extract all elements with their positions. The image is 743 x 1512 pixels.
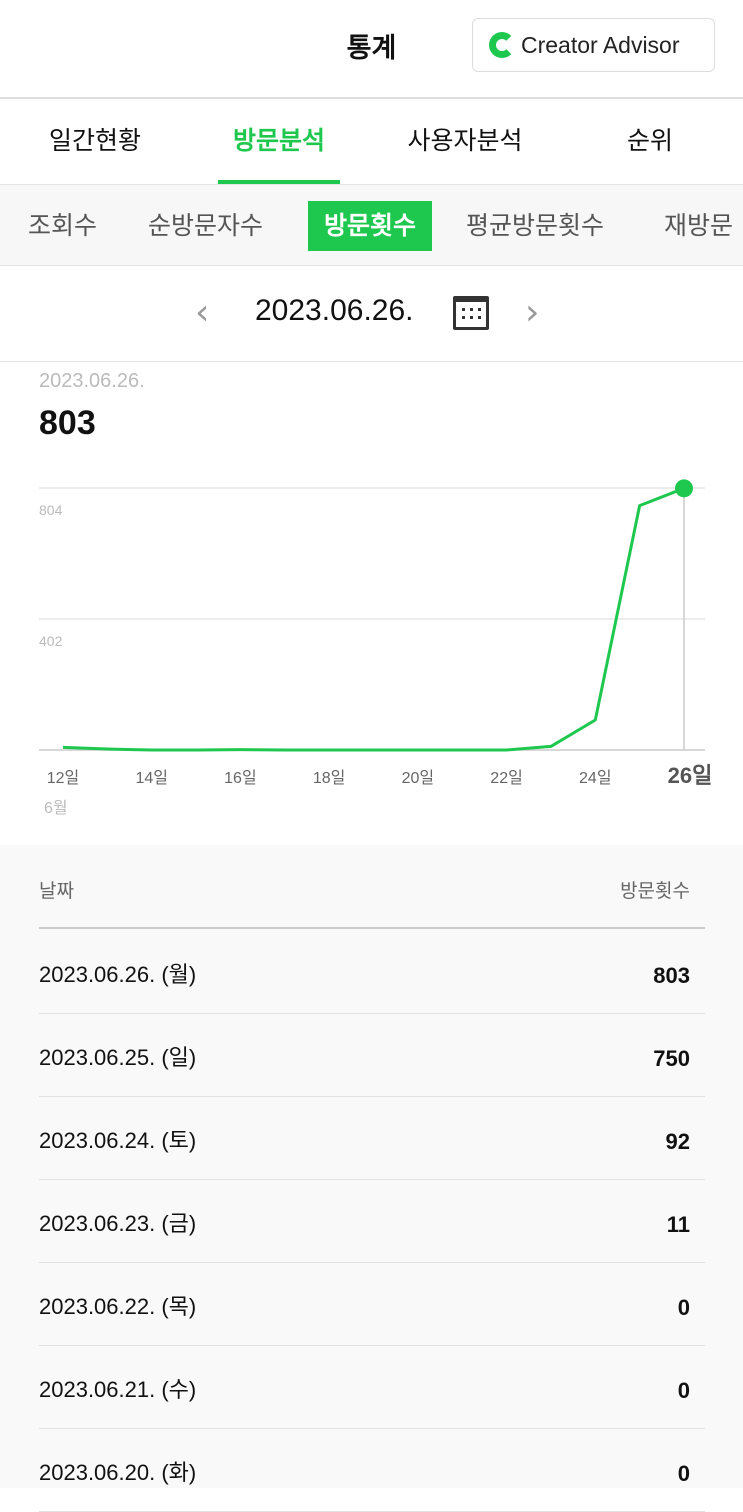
sub-tabs: 조회수 순방문자수 방문횟수 평균방문횟수 재방문 xyxy=(0,184,743,266)
table-row: 2023.06.20. (화) 0 xyxy=(39,1429,705,1512)
creator-advisor-button[interactable]: Creator Advisor xyxy=(472,18,715,72)
x-tick-label: 14일 xyxy=(135,769,168,787)
x-tick-label: 20일 xyxy=(402,769,435,787)
date-navigator: ‹ 2023.06.26. › xyxy=(0,266,743,362)
row-date: 2023.06.22. (목) xyxy=(39,1294,197,1319)
header-date: 날짜 xyxy=(39,880,74,902)
page-title: 통계 xyxy=(346,33,397,64)
table-row: 2023.06.24. (토) 92 xyxy=(39,1097,705,1180)
row-value: 0 xyxy=(677,1378,690,1403)
row-date: 2023.06.21. (수) xyxy=(39,1377,197,1402)
row-value: 803 xyxy=(653,963,690,988)
row-date: 2023.06.26. (월) xyxy=(39,962,197,987)
calendar-icon[interactable] xyxy=(453,296,489,330)
row-value: 11 xyxy=(666,1212,690,1237)
selected-date: 2023.06.26. xyxy=(39,370,145,392)
header: 통계 Creator Advisor xyxy=(0,0,743,99)
row-value: 92 xyxy=(665,1129,690,1154)
table-row: 2023.06.21. (수) 0 xyxy=(39,1346,705,1429)
current-date: 2023.06.26. xyxy=(255,294,414,327)
tab-visit-analysis[interactable]: 방문분석 xyxy=(218,99,340,184)
row-date: 2023.06.23. (금) xyxy=(39,1211,197,1236)
row-value: 0 xyxy=(677,1295,690,1320)
table-row: 2023.06.22. (목) 0 xyxy=(39,1263,705,1346)
row-date: 2023.06.25. (일) xyxy=(39,1045,197,1070)
y-tick-label: 804 xyxy=(39,502,63,518)
main-tabs: 일간현황 방문분석 사용자분석 순위 xyxy=(0,99,743,184)
row-value: 0 xyxy=(677,1461,690,1486)
creator-advisor-logo-icon xyxy=(489,32,515,58)
x-tick-label: 26일 xyxy=(668,763,713,788)
table-header: 날짜 방문횟수 xyxy=(39,845,705,929)
data-table: 날짜 방문횟수 2023.06.26. (월) 803 2023.06.25. (일)… xyxy=(0,845,743,1512)
chevron-left-icon[interactable]: ‹ xyxy=(195,292,210,333)
tab-daily[interactable]: 일간현황 xyxy=(48,126,141,155)
tab-user-analysis[interactable]: 사용자분석 xyxy=(407,126,523,155)
subtab-visits[interactable]: 방문횟수 xyxy=(308,201,432,251)
tab-rank[interactable]: 순위 xyxy=(626,126,673,155)
subtab-views[interactable]: 조회수 xyxy=(28,211,98,240)
header-visits: 방문횟수 xyxy=(620,880,690,902)
selected-value: 803 xyxy=(39,404,96,442)
table-row: 2023.06.26. (월) 803 xyxy=(39,931,705,1014)
x-tick-label: 22일 xyxy=(490,769,523,787)
x-tick-label: 18일 xyxy=(313,769,346,787)
x-tick-label: 24일 xyxy=(579,769,612,787)
subtab-revisit[interactable]: 재방문 xyxy=(664,211,734,240)
data-point-selected xyxy=(675,479,693,498)
subtab-avg-visits[interactable]: 평균방문횟수 xyxy=(466,211,605,240)
table-row: 2023.06.25. (일) 750 xyxy=(39,1014,705,1097)
row-value: 750 xyxy=(653,1046,690,1071)
y-tick-label: 402 xyxy=(39,633,63,649)
month-label: 6월 xyxy=(44,799,68,817)
series-line xyxy=(62,486,685,752)
row-date: 2023.06.24. (토) xyxy=(39,1128,197,1153)
row-date: 2023.06.20. (화) xyxy=(39,1460,197,1485)
x-tick-label: 16일 xyxy=(224,769,257,787)
brand-label: Creator Advisor xyxy=(521,31,680,58)
subtab-unique-visitors[interactable]: 순방문자수 xyxy=(148,211,264,240)
chevron-right-icon[interactable]: › xyxy=(525,292,540,333)
table-row: 2023.06.23. (금) 11 xyxy=(39,1180,705,1263)
x-tick-label: 12일 xyxy=(47,769,80,787)
line-chart: 804 402 12일 14일 16일 18일 20일 22일 24일 26일 6월 xyxy=(39,479,713,817)
